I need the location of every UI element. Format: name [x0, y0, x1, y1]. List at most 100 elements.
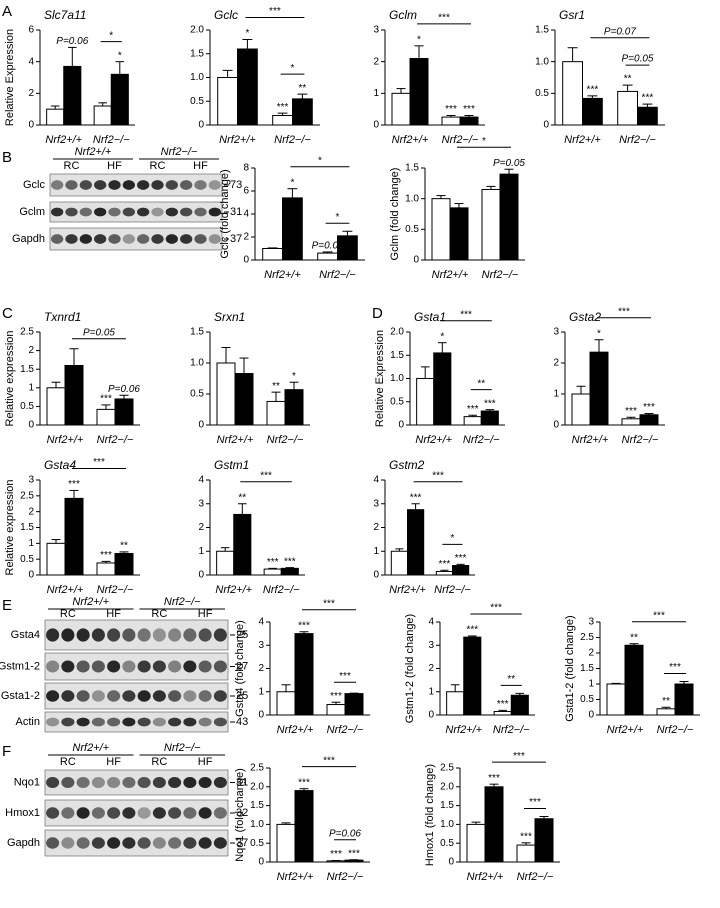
blot-band: [213, 717, 227, 727]
bar: [407, 509, 425, 576]
significance-label: ***: [298, 620, 310, 631]
blot-band: [79, 234, 92, 244]
bar: [292, 98, 313, 126]
y-tick-label: 6: [243, 186, 249, 197]
panel-label: F: [2, 743, 11, 760]
significance-label: ***: [267, 557, 279, 568]
blot-row-label: Nqo1: [14, 776, 40, 788]
x-tick-label: Nrf2+/+: [432, 269, 469, 281]
blot-band: [213, 690, 227, 702]
significance-label: ***: [463, 104, 475, 115]
blot-band: [79, 207, 92, 217]
y-tick-label: 0.5: [190, 389, 204, 400]
y-tick-label: 0: [413, 255, 419, 266]
y-tick-label: 4: [428, 617, 434, 628]
significance-label: P=0.06: [56, 36, 88, 47]
blot-band: [122, 777, 136, 788]
y-tick-label: 0: [553, 420, 559, 431]
blot-band: [137, 234, 150, 244]
y-tick-label: 0: [28, 570, 34, 581]
blot-band: [107, 777, 121, 788]
bar: [481, 188, 501, 261]
bar: [114, 552, 134, 576]
blot-band: [168, 660, 182, 673]
blot-mw: 31: [230, 206, 242, 218]
blot-band: [107, 628, 121, 642]
blot-row-label: Gclc: [23, 179, 46, 191]
blot-band: [46, 628, 60, 642]
x-tick-label: Nrf2−/−: [493, 724, 530, 736]
x-tick-label: Nrf2+/+: [392, 134, 429, 146]
blot-group: Nrf2−/−: [161, 146, 198, 158]
y-tick-label: 0: [258, 857, 264, 868]
blot-band: [61, 807, 75, 819]
bar: [317, 252, 339, 261]
x-tick-label: Nrf2−/−: [93, 134, 130, 146]
chart-title: Gclc: [214, 8, 238, 22]
y-tick-label: 2: [28, 345, 34, 356]
blot-strip: [49, 201, 223, 223]
bar: [463, 416, 482, 426]
blot-band: [183, 628, 197, 642]
y-tick-label: 0.5: [250, 838, 264, 849]
y-axis-label: Gclc (fold change): [219, 169, 231, 258]
blot-condition: HF: [198, 756, 213, 768]
bar: [435, 570, 453, 576]
bar: [63, 65, 82, 126]
significance-label: **: [624, 74, 632, 85]
blot-condition: RC: [64, 160, 80, 172]
y-tick-label: 3: [28, 475, 34, 486]
y-tick-label: 3: [373, 498, 379, 509]
y-axis-label: Gsta1-2 (fold change): [564, 615, 576, 721]
y-tick-label: 0.5: [20, 401, 34, 412]
blot-band: [152, 690, 166, 702]
y-tick-label: 2: [198, 522, 204, 533]
blot-band: [91, 628, 105, 642]
bar: [237, 48, 258, 126]
x-tick-label: Nrf2+/+: [415, 434, 452, 446]
y-tick-label: 3: [373, 25, 379, 36]
blot-band: [152, 660, 166, 673]
blot-mw: 25: [236, 629, 248, 641]
blot-band: [137, 837, 151, 849]
bar: [234, 373, 254, 426]
y-tick-label: 0.5: [580, 694, 594, 705]
blot-band: [151, 180, 164, 190]
blot-band: [122, 837, 136, 849]
significance-label: *: [597, 328, 601, 339]
significance-label: **: [120, 541, 128, 552]
blot-row-label: Gstm1-2: [0, 660, 40, 672]
bar: [562, 61, 584, 126]
x-tick-label: Nrf2+/+: [467, 871, 504, 883]
blot-row-label: Gapdh: [7, 837, 40, 849]
blot-condition: RC: [60, 608, 76, 620]
blot-band: [194, 180, 207, 190]
significance-label: ***: [643, 402, 655, 413]
bar: [263, 568, 282, 576]
y-tick-label: 0.5: [405, 224, 419, 235]
blot-band: [107, 690, 121, 702]
y-axis-label: Relative expression: [4, 480, 16, 576]
blot-band: [91, 807, 105, 819]
significance-label: *: [417, 34, 421, 45]
chart-title: Gstm2: [389, 458, 425, 472]
blot-band: [213, 660, 227, 673]
blot-condition: HF: [106, 756, 121, 768]
blot-condition: RC: [151, 608, 167, 620]
blot-row-label: Hmox1: [5, 807, 40, 819]
x-tick-label: Nrf2+/+: [47, 434, 84, 446]
blot-band: [76, 660, 90, 673]
blot-band: [183, 660, 197, 673]
panel-label: B: [2, 149, 12, 166]
blot-band: [79, 180, 92, 190]
blot-row-label: Gsta1-2: [1, 690, 40, 702]
bar: [294, 633, 314, 716]
x-tick-label: Nrf2+/+: [45, 134, 82, 146]
bar: [110, 73, 129, 126]
y-tick-label: 0: [198, 120, 204, 131]
blot-band: [198, 777, 212, 788]
significance-label: **: [662, 696, 670, 707]
x-tick-label: Nrf2−/−: [622, 434, 659, 446]
blot-condition: HF: [198, 608, 213, 620]
significance-label: ***: [484, 398, 496, 409]
